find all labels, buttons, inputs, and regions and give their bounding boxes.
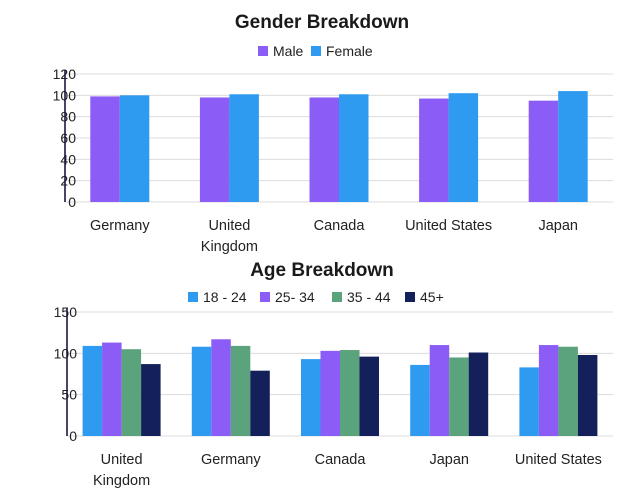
legend-swatch-1 — [311, 46, 321, 56]
bar-1-3 — [250, 370, 270, 436]
x-category-label-1-1: Kingdom — [201, 239, 258, 255]
bar-2-0 — [309, 97, 339, 202]
bar-2-3 — [359, 356, 379, 436]
bar-3-0 — [419, 98, 449, 202]
legend-swatch-0 — [258, 46, 268, 56]
legend-label-3: 45+ — [420, 289, 444, 305]
bar-4-0 — [528, 100, 559, 202]
bar-4-1 — [538, 345, 559, 436]
x-category-label-2-0: Canada — [314, 218, 366, 234]
bar-2-1 — [320, 350, 340, 436]
bar-4-3 — [577, 354, 598, 436]
bar-1-1 — [229, 94, 259, 202]
x-category-label-0-0: United — [101, 452, 143, 468]
bar-3-0 — [410, 364, 430, 436]
x-category-label-0-0: Germany — [90, 218, 150, 234]
bar-0-1 — [119, 95, 150, 202]
bar-0-2 — [121, 349, 142, 436]
chart-title: Gender Breakdown — [235, 12, 409, 33]
x-category-label-3-0: Japan — [429, 452, 469, 468]
bar-3-3 — [468, 352, 489, 436]
y-tick-label-3: 60 — [60, 130, 76, 146]
legend-swatch-3 — [405, 292, 415, 302]
bar-0-3 — [141, 364, 161, 436]
x-category-label-1-0: Germany — [201, 452, 261, 468]
bar-1-1 — [211, 339, 231, 436]
y-tick-label-1: 20 — [60, 173, 76, 189]
legend-label-0: 18 - 24 — [203, 289, 247, 305]
legend-label-2: 35 - 44 — [347, 289, 391, 305]
gender-breakdown-chart: Gender BreakdownMaleFemale02040608010012… — [53, 12, 613, 255]
legend-swatch-2 — [332, 292, 342, 302]
bar-4-1 — [558, 91, 588, 202]
bar-0-1 — [102, 342, 122, 436]
legend-swatch-1 — [260, 292, 270, 302]
legend-label-1: Female — [326, 43, 373, 59]
bar-2-0 — [301, 359, 321, 436]
bar-1-2 — [230, 345, 251, 436]
bar-1-0 — [199, 97, 230, 202]
legend-swatch-0 — [188, 292, 198, 302]
bar-0-0 — [90, 96, 120, 202]
y-tick-label-3: 150 — [54, 304, 78, 320]
y-tick-label-1: 50 — [61, 387, 77, 403]
x-category-label-4-0: Japan — [538, 218, 578, 234]
bar-3-1 — [429, 345, 450, 436]
chart-title: Age Breakdown — [250, 260, 394, 281]
bar-3-2 — [449, 357, 469, 436]
bar-0-0 — [82, 345, 103, 436]
legend-label-1: 25- 34 — [275, 289, 315, 305]
y-tick-label-0: 0 — [68, 194, 76, 210]
bar-1-0 — [191, 346, 212, 436]
bar-4-0 — [519, 367, 539, 436]
legend-label-0: Male — [273, 43, 304, 59]
bar-2-1 — [339, 94, 369, 202]
bar-4-2 — [558, 346, 578, 436]
x-category-label-0-1: Kingdom — [93, 473, 150, 489]
y-tick-label-2: 100 — [54, 345, 78, 361]
bar-3-1 — [448, 93, 479, 202]
x-category-label-4-0: United States — [515, 452, 602, 468]
x-category-label-2-0: Canada — [315, 452, 367, 468]
x-category-label-3-0: United States — [405, 218, 492, 234]
y-tick-label-4: 80 — [60, 109, 76, 125]
y-tick-label-0: 0 — [69, 428, 77, 444]
y-tick-label-2: 40 — [60, 151, 76, 167]
x-category-label-1-0: United — [208, 218, 250, 234]
bar-2-2 — [340, 350, 360, 436]
